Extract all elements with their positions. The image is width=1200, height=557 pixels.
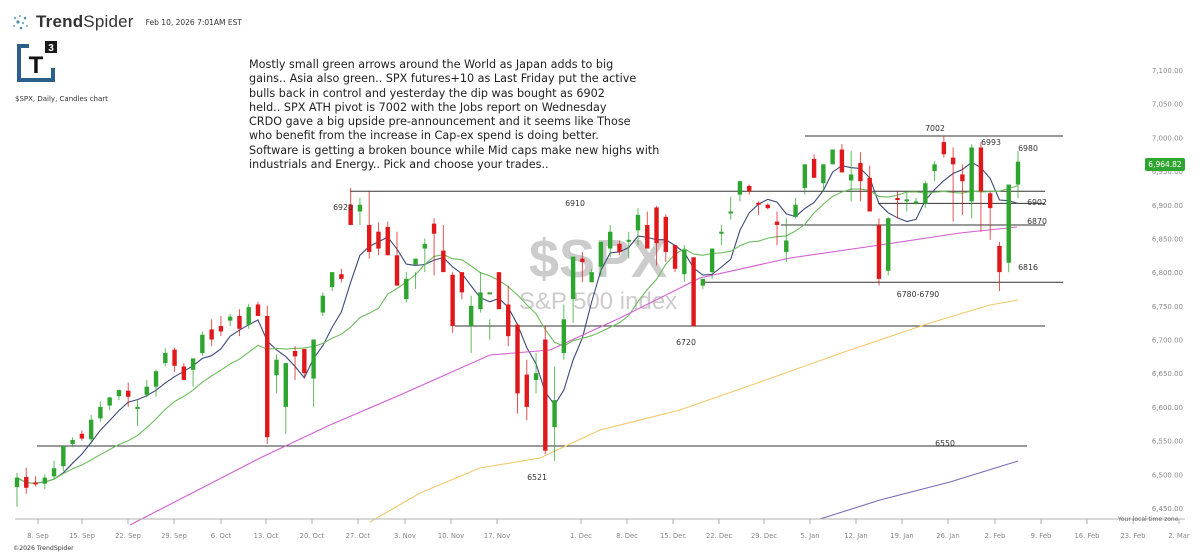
price-axis: 7,100.00 7,050.00 7,000.00 6,950.00 6,900.00…	[1152, 67, 1183, 513]
timezone-note: Your local time zone	[1118, 516, 1179, 523]
horizontal-levels	[37, 135, 1063, 447]
svg-text:20. Oct: 20. Oct	[300, 532, 325, 540]
symbol-watermark: $SPX S&P 500 index	[519, 229, 677, 315]
svg-text:7002: 7002	[925, 124, 945, 133]
svg-text:15. Sep: 15. Sep	[69, 532, 95, 540]
svg-text:7,050.00: 7,050.00	[1152, 101, 1183, 109]
svg-text:9. Feb: 9. Feb	[1031, 532, 1052, 540]
svg-text:7,100.00: 7,100.00	[1152, 67, 1183, 75]
svg-text:22. Sep: 22. Sep	[115, 532, 141, 540]
svg-text:6,550.00: 6,550.00	[1152, 438, 1183, 446]
svg-text:T: T	[29, 52, 44, 79]
svg-text:26. Jan: 26. Jan	[936, 532, 959, 540]
svg-text:6521: 6521	[527, 473, 547, 482]
svg-text:6993: 6993	[981, 138, 1001, 147]
svg-text:5. Jan: 5. Jan	[800, 532, 819, 540]
svg-text:16. Feb: 16. Feb	[1074, 532, 1099, 540]
svg-text:6,750.00: 6,750.00	[1152, 303, 1183, 311]
svg-text:6,950.00: 6,950.00	[1152, 168, 1183, 176]
svg-text:6550: 6550	[935, 439, 955, 448]
t3-badge-logo: 3 T	[17, 41, 57, 82]
svg-text:7,000.00: 7,000.00	[1152, 134, 1183, 142]
last-price-tag: 6,964.82	[1145, 158, 1185, 171]
svg-text:13. Oct: 13. Oct	[254, 532, 279, 540]
svg-text:6,700.00: 6,700.00	[1152, 337, 1183, 345]
svg-text:23. Feb: 23. Feb	[1120, 532, 1145, 540]
market-commentary: Mostly small green arrows around the Wor…	[249, 58, 660, 172]
svg-text:2. Mar: 2. Mar	[1168, 532, 1190, 540]
svg-text:1. Dec: 1. Dec	[570, 532, 592, 540]
svg-text:6980: 6980	[1018, 144, 1038, 153]
svg-text:6,900.00: 6,900.00	[1152, 202, 1183, 210]
svg-text:6920: 6920	[333, 203, 353, 212]
svg-text:6,850.00: 6,850.00	[1152, 235, 1183, 243]
svg-text:6870: 6870	[1027, 217, 1047, 226]
svg-text:29. Dec: 29. Dec	[751, 532, 777, 540]
svg-text:3: 3	[48, 43, 54, 54]
svg-text:6910: 6910	[565, 199, 585, 208]
svg-text:6,450.00: 6,450.00	[1152, 505, 1183, 513]
svg-text:12. Jan: 12. Jan	[844, 532, 867, 540]
copyright: ©2026 TrendSpider	[13, 545, 74, 552]
svg-text:8. Dec: 8. Dec	[616, 532, 638, 540]
svg-text:6780-6790: 6780-6790	[897, 290, 940, 299]
trendspider-logo-icon	[12, 14, 28, 30]
svg-text:6816: 6816	[1018, 263, 1038, 272]
brand-header: TrendSpider Feb 10, 2026 7:01AM EST	[12, 12, 242, 32]
svg-text:6720: 6720	[676, 338, 696, 347]
svg-text:10. Nov: 10. Nov	[438, 532, 464, 540]
svg-text:15. Dec: 15. Dec	[660, 532, 686, 540]
svg-text:3. Nov: 3. Nov	[394, 532, 416, 540]
price-annotations: 7002 6993 6980 6920 6910 6902 6870 6816 6780-679…	[333, 124, 1047, 482]
svg-text:6,600.00: 6,600.00	[1152, 404, 1183, 412]
chart-subtitle: $SPX, Daily, Candles chart	[15, 95, 108, 103]
svg-text:29. Sep: 29. Sep	[161, 532, 187, 540]
svg-text:27. Oct: 27. Oct	[346, 532, 371, 540]
svg-text:19. Jan: 19. Jan	[890, 532, 913, 540]
svg-text:8. Sep: 8. Sep	[27, 532, 48, 540]
svg-text:6902: 6902	[1027, 198, 1047, 207]
chart-timestamp: Feb 10, 2026 7:01AM EST	[145, 17, 242, 27]
svg-text:17. Nov: 17. Nov	[484, 532, 510, 540]
candles	[14, 135, 1021, 507]
svg-text:S&P 500 index: S&P 500 index	[519, 288, 677, 315]
time-axis: 8. Sep 15. Sep 22. Sep 29. Sep 6. Oct 13. Oct…	[15, 518, 1190, 540]
svg-text:2. Feb: 2. Feb	[985, 532, 1006, 540]
svg-text:6,800.00: 6,800.00	[1152, 269, 1183, 277]
svg-text:22. Dec: 22. Dec	[706, 532, 732, 540]
svg-text:6,650.00: 6,650.00	[1152, 370, 1183, 378]
svg-text:6. Oct: 6. Oct	[211, 532, 232, 540]
brand-name: TrendSpider	[36, 12, 134, 31]
svg-text:6,500.00: 6,500.00	[1152, 471, 1183, 479]
